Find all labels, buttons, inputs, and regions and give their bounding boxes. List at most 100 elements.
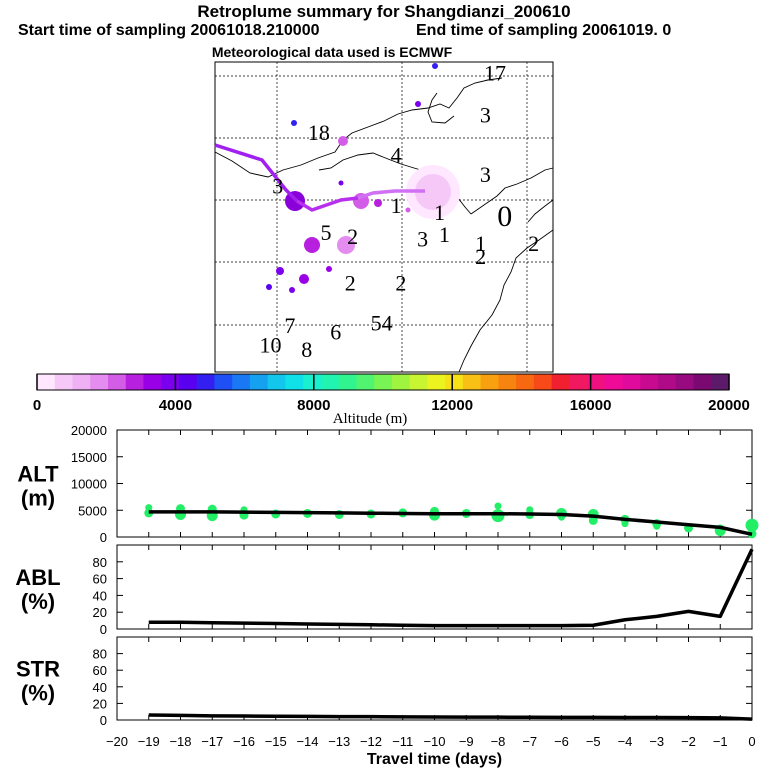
- map-frame: [214, 61, 554, 373]
- abl-series-line: [148, 548, 754, 628]
- colorbar-cell: [462, 374, 482, 390]
- colorbar-cell: [374, 374, 393, 390]
- panel-ylabel-unit: (%): [21, 681, 55, 706]
- x-tick-label: −1: [713, 734, 728, 749]
- day-label: 2: [395, 271, 406, 296]
- x-tick-label: −16: [233, 734, 255, 749]
- colorbar-cell: [37, 374, 56, 390]
- colorbar-cell: [161, 374, 180, 390]
- y-tick-label: 5000: [78, 503, 107, 518]
- plume-blob: [266, 284, 272, 290]
- colorbar-cell: [604, 374, 624, 390]
- trajectory-segment-mid: [296, 196, 359, 212]
- x-tick-label: 0: [748, 734, 755, 749]
- y-tick-label: 80: [93, 647, 107, 662]
- altitude-cluster-point: [745, 518, 759, 532]
- y-tick-label: 20: [93, 605, 107, 620]
- altitude-colorbar: 0 4000 8000 12000 16000 20000 Altitude (m): [33, 373, 750, 427]
- x-tick-label: −10: [423, 734, 445, 749]
- plume-blob: [374, 199, 382, 207]
- colorbar-tick-label: 20000: [708, 397, 750, 414]
- plume-blob: [326, 266, 332, 272]
- x-tick-label: −3: [649, 734, 664, 749]
- x-tick-label: −8: [491, 734, 506, 749]
- colorbar-cell: [445, 374, 464, 390]
- x-tick-label: −11: [392, 734, 413, 749]
- colorbar-cell: [90, 374, 109, 390]
- colorbar-cells: [37, 374, 730, 390]
- altitude-cluster-point: [491, 509, 505, 523]
- y-tick-label: 40: [93, 680, 107, 695]
- colorbar-cell: [533, 374, 553, 390]
- source-plume-core: [415, 174, 451, 210]
- plume-blob: [304, 237, 320, 253]
- x-tick-label: −13: [328, 734, 350, 749]
- coastline-segment: [427, 92, 455, 124]
- day-label: 17: [484, 60, 506, 85]
- day-label: 3: [272, 173, 283, 198]
- plume-blob: [337, 236, 355, 254]
- plume-blob: [276, 267, 284, 275]
- y-tick-label: 15000: [71, 450, 107, 465]
- colorbar-cell: [658, 374, 677, 390]
- trajectory-segment-recent: [357, 189, 425, 200]
- x-tick-label: −18: [169, 734, 191, 749]
- day-label: 2: [528, 231, 539, 256]
- x-tick-label: −5: [586, 734, 601, 749]
- colorbar-cell: [178, 374, 198, 390]
- plume-blob: [338, 136, 348, 146]
- day-label: 1: [475, 231, 486, 256]
- colorbar-cell: [427, 374, 446, 390]
- colorbar-cell: [640, 374, 659, 390]
- colorbar-cell: [516, 374, 535, 390]
- x-tick-label: −14: [296, 734, 318, 749]
- x-tick-label: −12: [360, 734, 382, 749]
- panel-ylabel-name: ALT: [17, 462, 59, 487]
- colorbar-cell: [356, 374, 375, 390]
- coastline-segment: [470, 167, 554, 215]
- colorbar-cell: [569, 374, 588, 390]
- coastline-segment: [214, 77, 503, 178]
- x-tick-label: −7: [522, 734, 537, 749]
- altitude-cluster-point: [621, 520, 629, 528]
- colorbar-cell: [320, 374, 340, 390]
- colorbar-tick-label: 0: [33, 397, 41, 414]
- x-axis-label: Travel time (days): [367, 751, 502, 768]
- y-tick-label: 40: [93, 588, 107, 603]
- plume-blob: [432, 63, 438, 69]
- day-label: 10: [260, 333, 282, 358]
- altitude-cluster-point: [494, 502, 502, 510]
- x-tick-label: −15: [265, 734, 287, 749]
- day-label: 3: [480, 102, 491, 127]
- day-label: 18: [308, 120, 330, 145]
- plume-blob: [405, 207, 411, 213]
- colorbar-axis-label: Altitude (m): [333, 411, 408, 427]
- day-label: 3: [417, 226, 428, 251]
- map-grid: [215, 62, 553, 372]
- y-tick-label: 10000: [71, 477, 107, 492]
- panel-alt: 0 5000 10000 15000 20000 ALT(m): [17, 423, 759, 545]
- colorbar-cell: [409, 374, 428, 390]
- colorbar-cell: [285, 374, 304, 390]
- panel-ylabel-name: ABL: [15, 565, 60, 590]
- colorbar-cell: [232, 374, 251, 390]
- coastline-segment: [527, 199, 554, 223]
- colorbar-cell: [551, 374, 570, 390]
- colorbar-tick-label: 4000: [159, 397, 192, 414]
- colorbar-cell: [338, 374, 357, 390]
- panel-frame: [116, 544, 753, 630]
- day-label: 5: [321, 220, 332, 245]
- colorbar-cell: [54, 374, 74, 390]
- colorbar-cell: [249, 374, 269, 390]
- y-tick-label: 20: [93, 696, 107, 711]
- colorbar-cell: [107, 374, 127, 390]
- x-tick-label: −2: [681, 734, 696, 749]
- alt-series-line: [148, 510, 753, 537]
- plume-blob: [299, 274, 309, 284]
- day-label: 6: [330, 319, 341, 344]
